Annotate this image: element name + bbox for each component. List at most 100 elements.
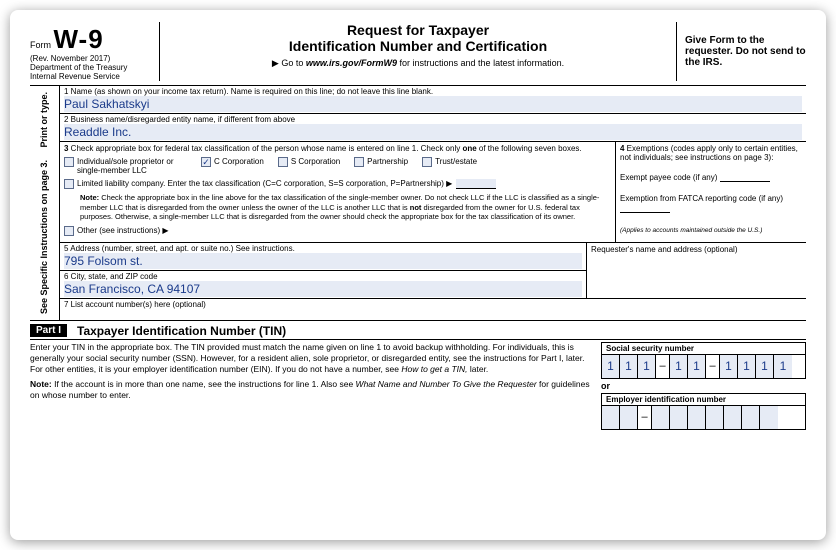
ein-label: Employer identification number [601,393,806,406]
field-4-label: 4 Exemptions (codes apply only to certai… [620,144,802,162]
cb-ccorp-label: C Corporation [214,157,264,166]
part1-text: Enter your TIN in the appropriate box. T… [30,342,591,430]
field-7: 7 List account number(s) here (optional) [60,298,806,320]
goto-prefix: ▶ Go to [272,58,306,68]
ein-d7[interactable] [724,406,742,429]
field-1-value[interactable]: Paul Sakhatskyi [64,96,802,112]
checkbox-row-other: Other (see instructions) ▶ [64,226,611,236]
ein-d8[interactable] [742,406,760,429]
sidebar-instructions: See Specific Instructions on page 3. Pri… [30,86,60,319]
field-6-label: 6 City, state, and ZIP code [64,272,582,281]
ein-d3[interactable] [652,406,670,429]
title-line-2: Identification Number and Certification [168,38,668,54]
field-2: 2 Business name/disregarded entity name,… [60,114,806,142]
fields-area: 1 Name (as shown on your income tax retu… [60,86,806,319]
ein-d1[interactable] [602,406,620,429]
field-5: 5 Address (number, street, and apt. or s… [60,243,586,271]
cb-partnership[interactable]: Partnership [354,157,408,167]
ssn-d5[interactable]: 1 [688,355,706,378]
checkbox-icon: ✓ [201,157,211,167]
cb-scorp-label: S Corporation [291,157,340,166]
exempt-payee: Exempt payee code (if any) [620,172,802,182]
part1-header: Part I Taxpayer Identification Number (T… [30,323,806,339]
cb-individual-label: Individual/sole proprietor or single-mem… [77,157,187,175]
field-4: 4 Exemptions (codes apply only to certai… [616,142,806,241]
cb-partnership-label: Partnership [367,157,408,166]
fatca: Exemption from FATCA reporting code (if … [620,194,802,213]
w9-form-page: Form W-9 (Rev. November 2017) Department… [10,10,826,540]
sidebar-line1: Print or type. [40,92,50,148]
ein-d2[interactable] [620,406,638,429]
part1-body: Enter your TIN in the appropriate box. T… [30,342,806,430]
irs: Internal Revenue Service [30,73,155,82]
fatca-input[interactable] [620,203,670,213]
form-header: Form W-9 (Rev. November 2017) Department… [30,22,806,86]
cb-scorp[interactable]: S Corporation [278,157,340,167]
checkbox-row-llc: Limited liability company. Enter the tax… [64,179,611,189]
or-text: or [601,379,806,393]
ein-d5[interactable] [688,406,706,429]
ein-d4[interactable] [670,406,688,429]
ein-d6[interactable] [706,406,724,429]
ssn-d4[interactable]: 1 [670,355,688,378]
part1-badge: Part I [30,324,67,337]
field-1: 1 Name (as shown on your income tax retu… [60,86,806,114]
cb-other[interactable]: Other (see instructions) ▶ [64,226,169,236]
checkbox-icon [354,157,364,167]
field-3: 3 Check appropriate box for federal tax … [60,142,616,241]
field-5-value[interactable]: 795 Folsom st. [64,253,582,269]
field-2-value[interactable]: Readdle Inc. [64,124,802,140]
form-number: W-9 [54,24,104,54]
part1-para2: Note: If the account is in more than one… [30,379,591,401]
llc-class-input[interactable] [456,179,496,189]
ssn-d3[interactable]: 1 [638,355,656,378]
requester-box: Requester's name and address (optional) [586,243,806,298]
ssn-d8[interactable]: 1 [756,355,774,378]
field-5-label: 5 Address (number, street, and apt. or s… [64,244,582,253]
sidebar-line2: See Specific Instructions on page 3. [40,160,50,314]
requester-label: Requester's name and address (optional) [591,245,738,254]
give-form-text: Give Form to the requester. Do not send … [685,35,806,68]
fatca-label: Exemption from FATCA reporting code (if … [620,194,783,203]
cb-ccorp[interactable]: ✓C Corporation [201,157,264,167]
ein-d9[interactable] [760,406,778,429]
field-2-label: 2 Business name/disregarded entity name,… [64,115,802,124]
checkbox-icon [64,226,74,236]
checkbox-icon [64,157,74,167]
ssn-d6[interactable]: 1 [720,355,738,378]
ein-boxes[interactable]: – [601,406,806,430]
exempt-payee-label: Exempt payee code (if any) [620,173,717,182]
ssn-d1[interactable]: 1 [602,355,620,378]
dash: – [656,355,670,378]
dash: – [706,355,720,378]
goto-suffix: for instructions and the latest informat… [397,58,564,68]
header-center: Request for Taxpayer Identification Numb… [160,22,676,81]
field-3-4-wrap: 3 Check appropriate box for federal tax … [60,142,806,242]
cb-llc[interactable]: Limited liability company. Enter the tax… [64,179,452,189]
address-wrap: 5 Address (number, street, and apt. or s… [60,243,806,298]
ssn-d9[interactable]: 1 [774,355,792,378]
form-word: Form [30,40,51,50]
checkbox-row-1: Individual/sole proprietor or single-mem… [64,157,611,175]
cb-llc-label: Limited liability company. Enter the tax… [77,179,452,188]
part1-right: Social security number 1 1 1 – 1 1 – 1 1… [601,342,806,430]
part1-para1: Enter your TIN in the appropriate box. T… [30,342,591,375]
ssn-boxes[interactable]: 1 1 1 – 1 1 – 1 1 1 1 [601,355,806,379]
main-section: See Specific Instructions on page 3. Pri… [30,86,806,320]
field-6: 6 City, state, and ZIP code San Francisc… [60,271,586,298]
dash: – [638,406,652,429]
cb-individual[interactable]: Individual/sole proprietor or single-mem… [64,157,187,175]
field-6-value[interactable]: San Francisco, CA 94107 [64,281,582,297]
part1-title: Taxpayer Identification Number (TIN) [77,324,286,338]
goto-line: ▶ Go to www.irs.gov/FormW9 for instructi… [168,58,668,69]
field-3-label: 3 Check appropriate box for federal tax … [64,144,611,153]
ssn-d7[interactable]: 1 [738,355,756,378]
ssn-d2[interactable]: 1 [620,355,638,378]
header-right: Give Form to the requester. Do not send … [676,22,806,81]
cb-trust[interactable]: Trust/estate [422,157,477,167]
checkbox-icon [278,157,288,167]
field-1-label: 1 Name (as shown on your income tax retu… [64,87,802,96]
ssn-label: Social security number [601,342,806,355]
goto-url: www.irs.gov/FormW9 [306,58,397,68]
exempt-payee-input[interactable] [720,172,770,182]
